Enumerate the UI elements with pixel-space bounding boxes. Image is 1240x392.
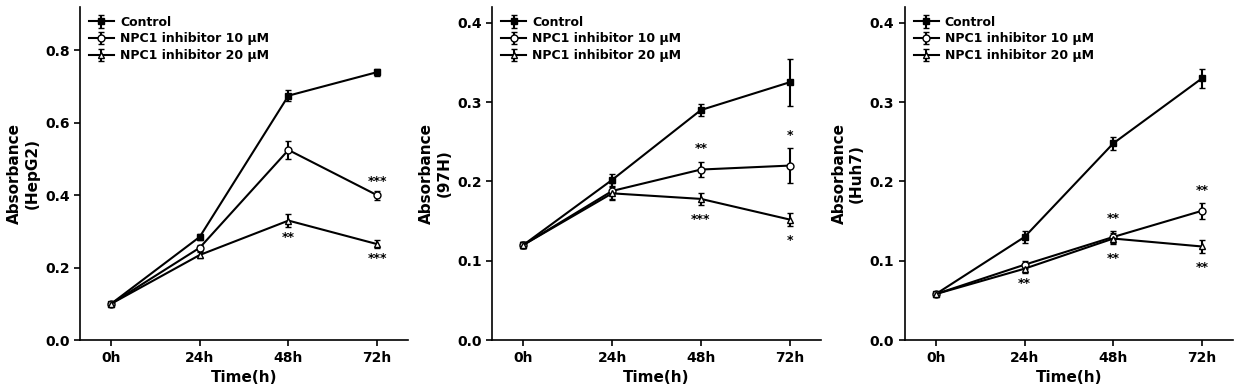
Text: ***: ***	[691, 213, 711, 226]
X-axis label: Time(h): Time(h)	[1035, 370, 1102, 385]
Text: **: **	[1107, 252, 1120, 265]
Text: ***: ***	[367, 175, 387, 188]
X-axis label: Time(h): Time(h)	[624, 370, 689, 385]
Legend: Control, NPC1 inhibitor 10 μM, NPC1 inhibitor 20 μM: Control, NPC1 inhibitor 10 μM, NPC1 inhi…	[911, 13, 1096, 65]
Y-axis label: Absorbance
(Huh7): Absorbance (Huh7)	[832, 123, 864, 224]
Y-axis label: Absorbance
(HepG2): Absorbance (HepG2)	[7, 123, 40, 224]
Y-axis label: Absorbance
(97H): Absorbance (97H)	[419, 123, 451, 224]
Text: **: **	[281, 231, 295, 244]
Legend: Control, NPC1 inhibitor 10 μM, NPC1 inhibitor 20 μM: Control, NPC1 inhibitor 10 μM, NPC1 inhi…	[87, 13, 272, 65]
Text: *: *	[786, 129, 792, 142]
Legend: Control, NPC1 inhibitor 10 μM, NPC1 inhibitor 20 μM: Control, NPC1 inhibitor 10 μM, NPC1 inhi…	[498, 13, 683, 65]
Text: **: **	[1018, 277, 1030, 290]
Text: **: **	[1107, 212, 1120, 225]
Text: **: **	[1195, 183, 1209, 196]
X-axis label: Time(h): Time(h)	[211, 370, 278, 385]
Text: *: *	[786, 234, 792, 247]
Text: **: **	[694, 142, 707, 155]
Text: ***: ***	[367, 252, 387, 265]
Text: **: **	[1195, 261, 1209, 274]
